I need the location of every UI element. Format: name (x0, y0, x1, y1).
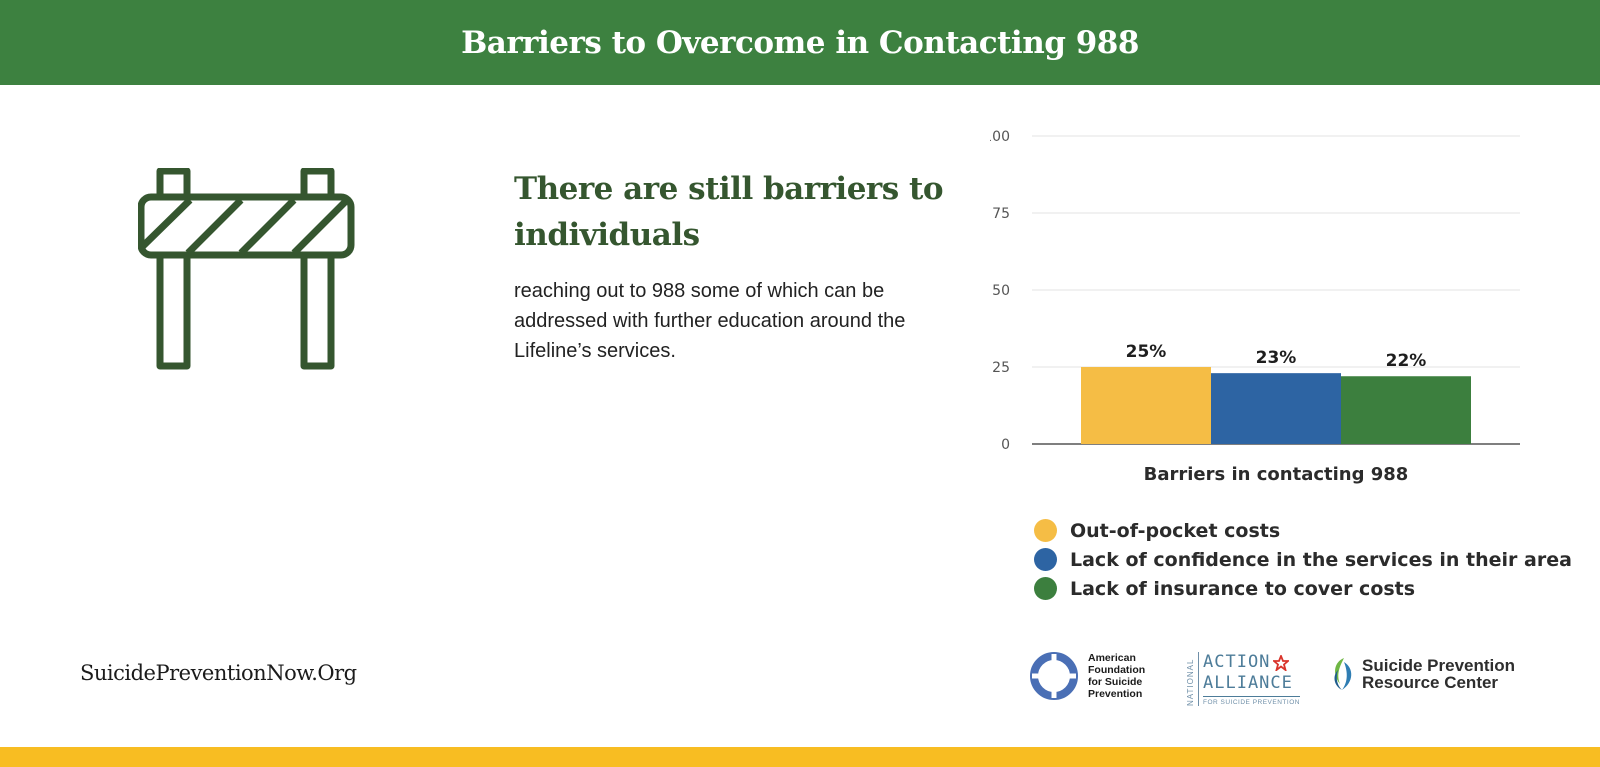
sprc-logo[interactable]: Suicide Prevention Resource Center (1330, 656, 1515, 692)
legend-label: Lack of insurance to cover costs (1070, 577, 1416, 600)
afsp-logo[interactable]: American Foundation for Suicide Preventi… (1030, 652, 1145, 700)
legend-item: Out-of-pocket costs (1034, 516, 1572, 545)
alliance-word-action: ACTION (1203, 652, 1271, 672)
bar-chart: 0 25 50 75 100 25% 23% 22% Barriers in contactin… (990, 120, 1580, 500)
bar-value-label: 22% (1386, 351, 1427, 371)
action-alliance-logo[interactable]: NATIONAL ACTION ALLIANCE FOR SUICIDE PRE… (1186, 652, 1300, 706)
bar (1341, 376, 1471, 444)
chart-legend: Out-of-pocket costs Lack of confidence in… (1034, 516, 1572, 603)
headline: There are still barriers to individuals (514, 171, 944, 253)
alliance-national-label: NATIONAL (1186, 652, 1199, 706)
header-banner: Barriers to Overcome in Contacting 988 (0, 0, 1600, 85)
bar-value-label: 23% (1256, 348, 1297, 368)
legend-swatch (1034, 577, 1057, 600)
page-title: Barriers to Overcome in Contacting 988 (461, 24, 1139, 61)
road-barrier-icon (137, 167, 356, 372)
alliance-star-icon (1273, 654, 1290, 671)
legend-label: Out-of-pocket costs (1070, 519, 1281, 542)
legend-item: Lack of confidence in the services in th… (1034, 545, 1572, 574)
y-tick-label: 0 (1001, 437, 1010, 453)
alliance-word-alliance: ALLIANCE (1203, 673, 1293, 693)
life-preserver-icon (1030, 652, 1078, 700)
bar (1081, 367, 1211, 444)
legend-swatch (1034, 548, 1057, 571)
y-tick-label: 50 (992, 283, 1010, 299)
sprc-leaf-icon (1334, 658, 1352, 690)
y-tick-label: 75 (992, 206, 1010, 222)
bar-value-label: 25% (1126, 342, 1167, 362)
sprc-logo-text: Suicide Prevention Resource Center (1362, 656, 1516, 692)
body-text: reaching out to 988 some of which can be… (514, 280, 906, 362)
legend-swatch (1034, 519, 1057, 542)
y-tick-label: 100 (990, 129, 1010, 145)
alliance-subtitle: FOR SUICIDE PREVENTION (1203, 696, 1300, 706)
site-url[interactable]: SuicidePreventionNow.Org (80, 661, 357, 685)
afsp-logo-text: American Foundation for Suicide Preventi… (1088, 652, 1146, 700)
legend-label: Lack of confidence in the services in th… (1070, 548, 1572, 571)
y-tick-label: 25 (992, 360, 1010, 376)
legend-item: Lack of insurance to cover costs (1034, 574, 1572, 603)
bar (1211, 373, 1341, 444)
x-axis-label: Barriers in contacting 988 (1144, 464, 1409, 485)
bottom-accent-bar (0, 747, 1600, 767)
